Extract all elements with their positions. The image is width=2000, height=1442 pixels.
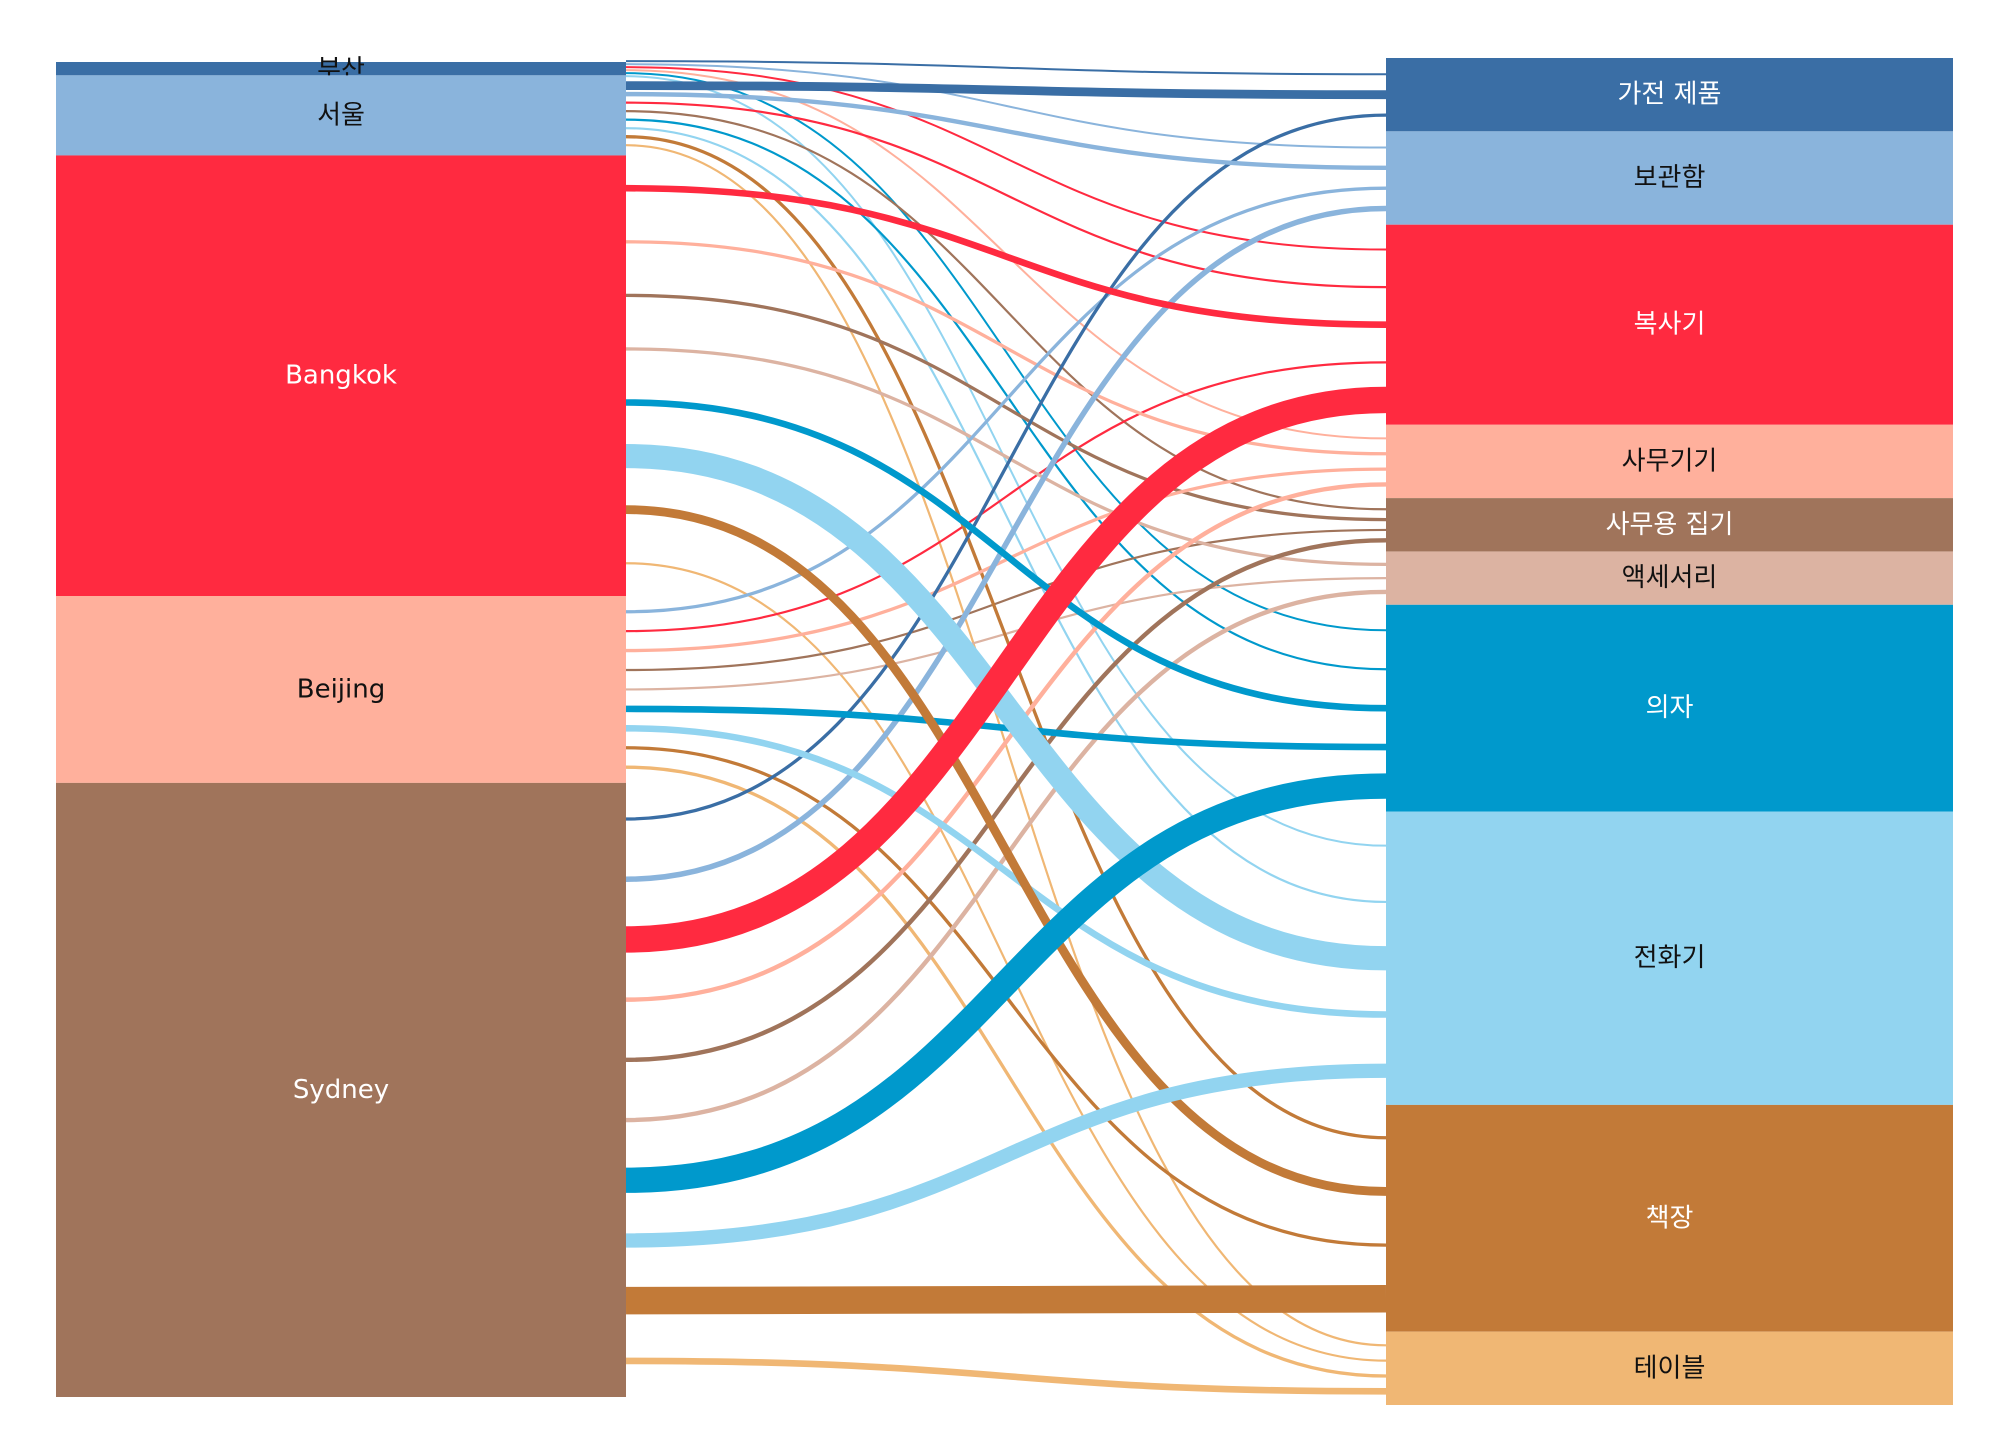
target-node-label: 사무기기	[1622, 446, 1718, 476]
flow-link	[625, 1357, 1387, 1395]
flow-link	[625, 467, 1387, 653]
source-node-label: 서울	[317, 100, 365, 130]
flow-link	[625, 72, 1387, 632]
flow-link	[625, 184, 1387, 329]
flow-link	[625, 63, 1387, 149]
target-node	[1386, 498, 1953, 552]
target-node-label: 사무용 집기	[1606, 510, 1734, 540]
flow-link	[625, 205, 1387, 882]
source-node-label: Bangkok	[285, 361, 397, 391]
flow-link	[625, 528, 1387, 672]
target-node	[1386, 424, 1953, 499]
target-node-label: 테이블	[1634, 1353, 1706, 1383]
flow-link	[625, 81, 1387, 100]
flow-link	[625, 113, 1387, 821]
flow-link	[625, 773, 1387, 1193]
flow-link	[625, 443, 1387, 971]
flow-link	[625, 60, 1387, 76]
target-node-label: 복사기	[1634, 310, 1706, 340]
source-node	[56, 782, 626, 1397]
flow-link	[625, 110, 1387, 511]
flow-link	[625, 118, 1387, 671]
flow-link	[625, 705, 1387, 751]
flow-link	[625, 482, 1387, 1002]
target-node	[1386, 224, 1953, 425]
target-node-label: 액세서리	[1622, 563, 1718, 593]
target-node-label: 가전 제품	[1618, 80, 1722, 110]
source-node-label: Beijing	[297, 674, 386, 704]
target-node	[1386, 1331, 1953, 1405]
source-node	[56, 75, 626, 156]
flow-link	[625, 538, 1387, 1063]
flow-link	[625, 399, 1387, 712]
target-node-label: 전화기	[1634, 943, 1706, 973]
source-node-label: Sydney	[293, 1075, 389, 1105]
flow-link	[625, 101, 1387, 289]
source-node	[56, 596, 626, 783]
flow-link	[625, 91, 1387, 171]
flow-link	[625, 186, 1387, 614]
target-node-label: 의자	[1646, 693, 1694, 723]
flow-link	[625, 765, 1387, 1378]
target-node-label: 보관함	[1634, 163, 1706, 193]
flow-link	[625, 127, 1387, 904]
flow-link	[625, 347, 1387, 566]
target-node	[1386, 58, 1953, 132]
flow-link	[625, 293, 1387, 522]
target-node	[1386, 604, 1953, 812]
source-node	[56, 155, 626, 596]
flow-link	[625, 66, 1387, 251]
flow-link	[625, 361, 1387, 633]
flow-link	[625, 1063, 1387, 1248]
flow-link	[625, 386, 1387, 953]
target-node-label: 책장	[1646, 1203, 1694, 1233]
target-node	[1386, 1104, 1953, 1332]
target-node	[1386, 131, 1953, 225]
source-node	[56, 62, 626, 76]
target-node	[1386, 551, 1953, 605]
flow-link	[625, 725, 1387, 1018]
flow-links	[625, 60, 1387, 1395]
flow-link	[625, 505, 1387, 1196]
target-node	[1386, 811, 1953, 1105]
flow-link	[625, 1285, 1387, 1315]
